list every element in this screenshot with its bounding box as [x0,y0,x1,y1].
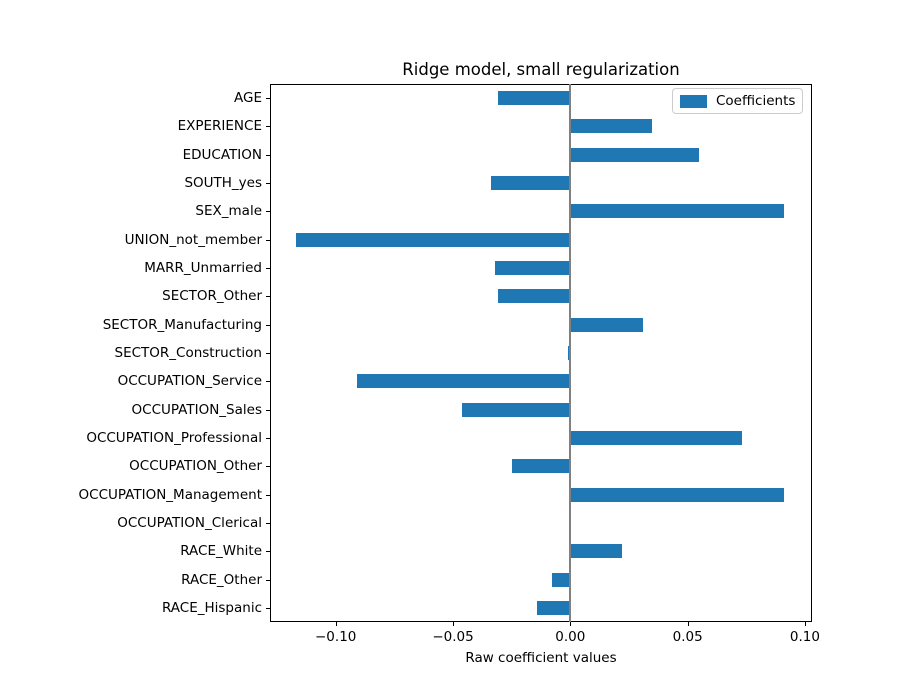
y-tick-mark [266,381,270,382]
bar [551,572,571,587]
plot-area [270,84,812,622]
x-tick-mark [805,622,806,626]
y-tick-mark [266,211,270,212]
legend: Coefficients [672,88,803,114]
x-tick-label: −0.05 [432,629,474,645]
y-tick-mark [266,126,270,127]
x-tick-label: −0.10 [315,629,357,645]
y-tick-mark [266,495,270,496]
x-tick-label: 0.00 [555,629,586,645]
y-tick-label: OCCUPATION_Professional [86,429,262,446]
y-tick-label: EDUCATION [182,146,262,163]
bar [570,204,784,219]
x-tick-label: 0.10 [789,629,820,645]
x-axis-label: Raw coefficient values [465,650,617,666]
x-tick-mark [570,622,571,626]
y-tick-mark [266,523,270,524]
bar [570,119,653,134]
y-tick-label: OCCUPATION_Sales [131,401,262,418]
y-tick-label: EXPERIENCE [177,118,262,135]
legend-label: Coefficients [716,93,796,109]
bar [295,232,571,247]
bar [537,600,571,615]
y-tick-label: OCCUPATION_Other [129,458,262,475]
y-tick-mark [266,580,270,581]
y-tick-mark [266,410,270,411]
y-tick-label: SECTOR_Manufacturing [102,316,262,333]
bar [495,261,571,276]
y-tick-label: OCCUPATION_Clerical [117,514,262,531]
bar [570,487,784,502]
y-tick-label: SECTOR_Other [162,288,262,305]
y-tick-label: OCCUPATION_Service [117,373,262,390]
y-tick-mark [266,438,270,439]
y-tick-label: OCCUPATION_Management [78,486,262,503]
y-tick-label: MARR_Unmarried [144,260,262,277]
bar [570,544,622,559]
y-tick-label: AGE [234,90,262,107]
bar [497,91,571,106]
y-tick-mark [266,98,270,99]
y-tick-label: SEX_male [195,203,262,220]
bar [462,402,571,417]
bar [511,459,571,474]
y-tick-mark [266,325,270,326]
bar [570,147,700,162]
x-tick-mark [336,622,337,626]
y-tick-mark [266,466,270,467]
y-tick-mark [266,353,270,354]
x-tick-label: 0.05 [672,629,703,645]
x-tick-mark [688,622,689,626]
zero-line [569,84,572,622]
y-tick-mark [266,551,270,552]
x-tick-mark [453,622,454,626]
bar [570,430,742,445]
y-tick-mark [266,240,270,241]
y-tick-mark [266,183,270,184]
y-tick-mark [266,268,270,269]
y-tick-label: SECTOR_Construction [114,345,263,361]
y-tick-label: RACE_Other [181,571,262,588]
y-tick-mark [266,608,270,609]
y-tick-label: SOUTH_yes [184,175,262,192]
bar [497,289,571,304]
y-tick-mark [266,296,270,297]
chart-title: Ridge model, small regularization [402,60,680,79]
y-tick-label: RACE_White [180,543,262,560]
legend-swatch-icon [680,94,707,108]
y-tick-label: RACE_Hispanic [161,599,262,616]
y-tick-mark [266,155,270,156]
bar [570,317,644,332]
bar [490,176,571,191]
bar [567,346,571,360]
bar [356,374,571,389]
y-tick-label: UNION_not_member [124,231,262,248]
